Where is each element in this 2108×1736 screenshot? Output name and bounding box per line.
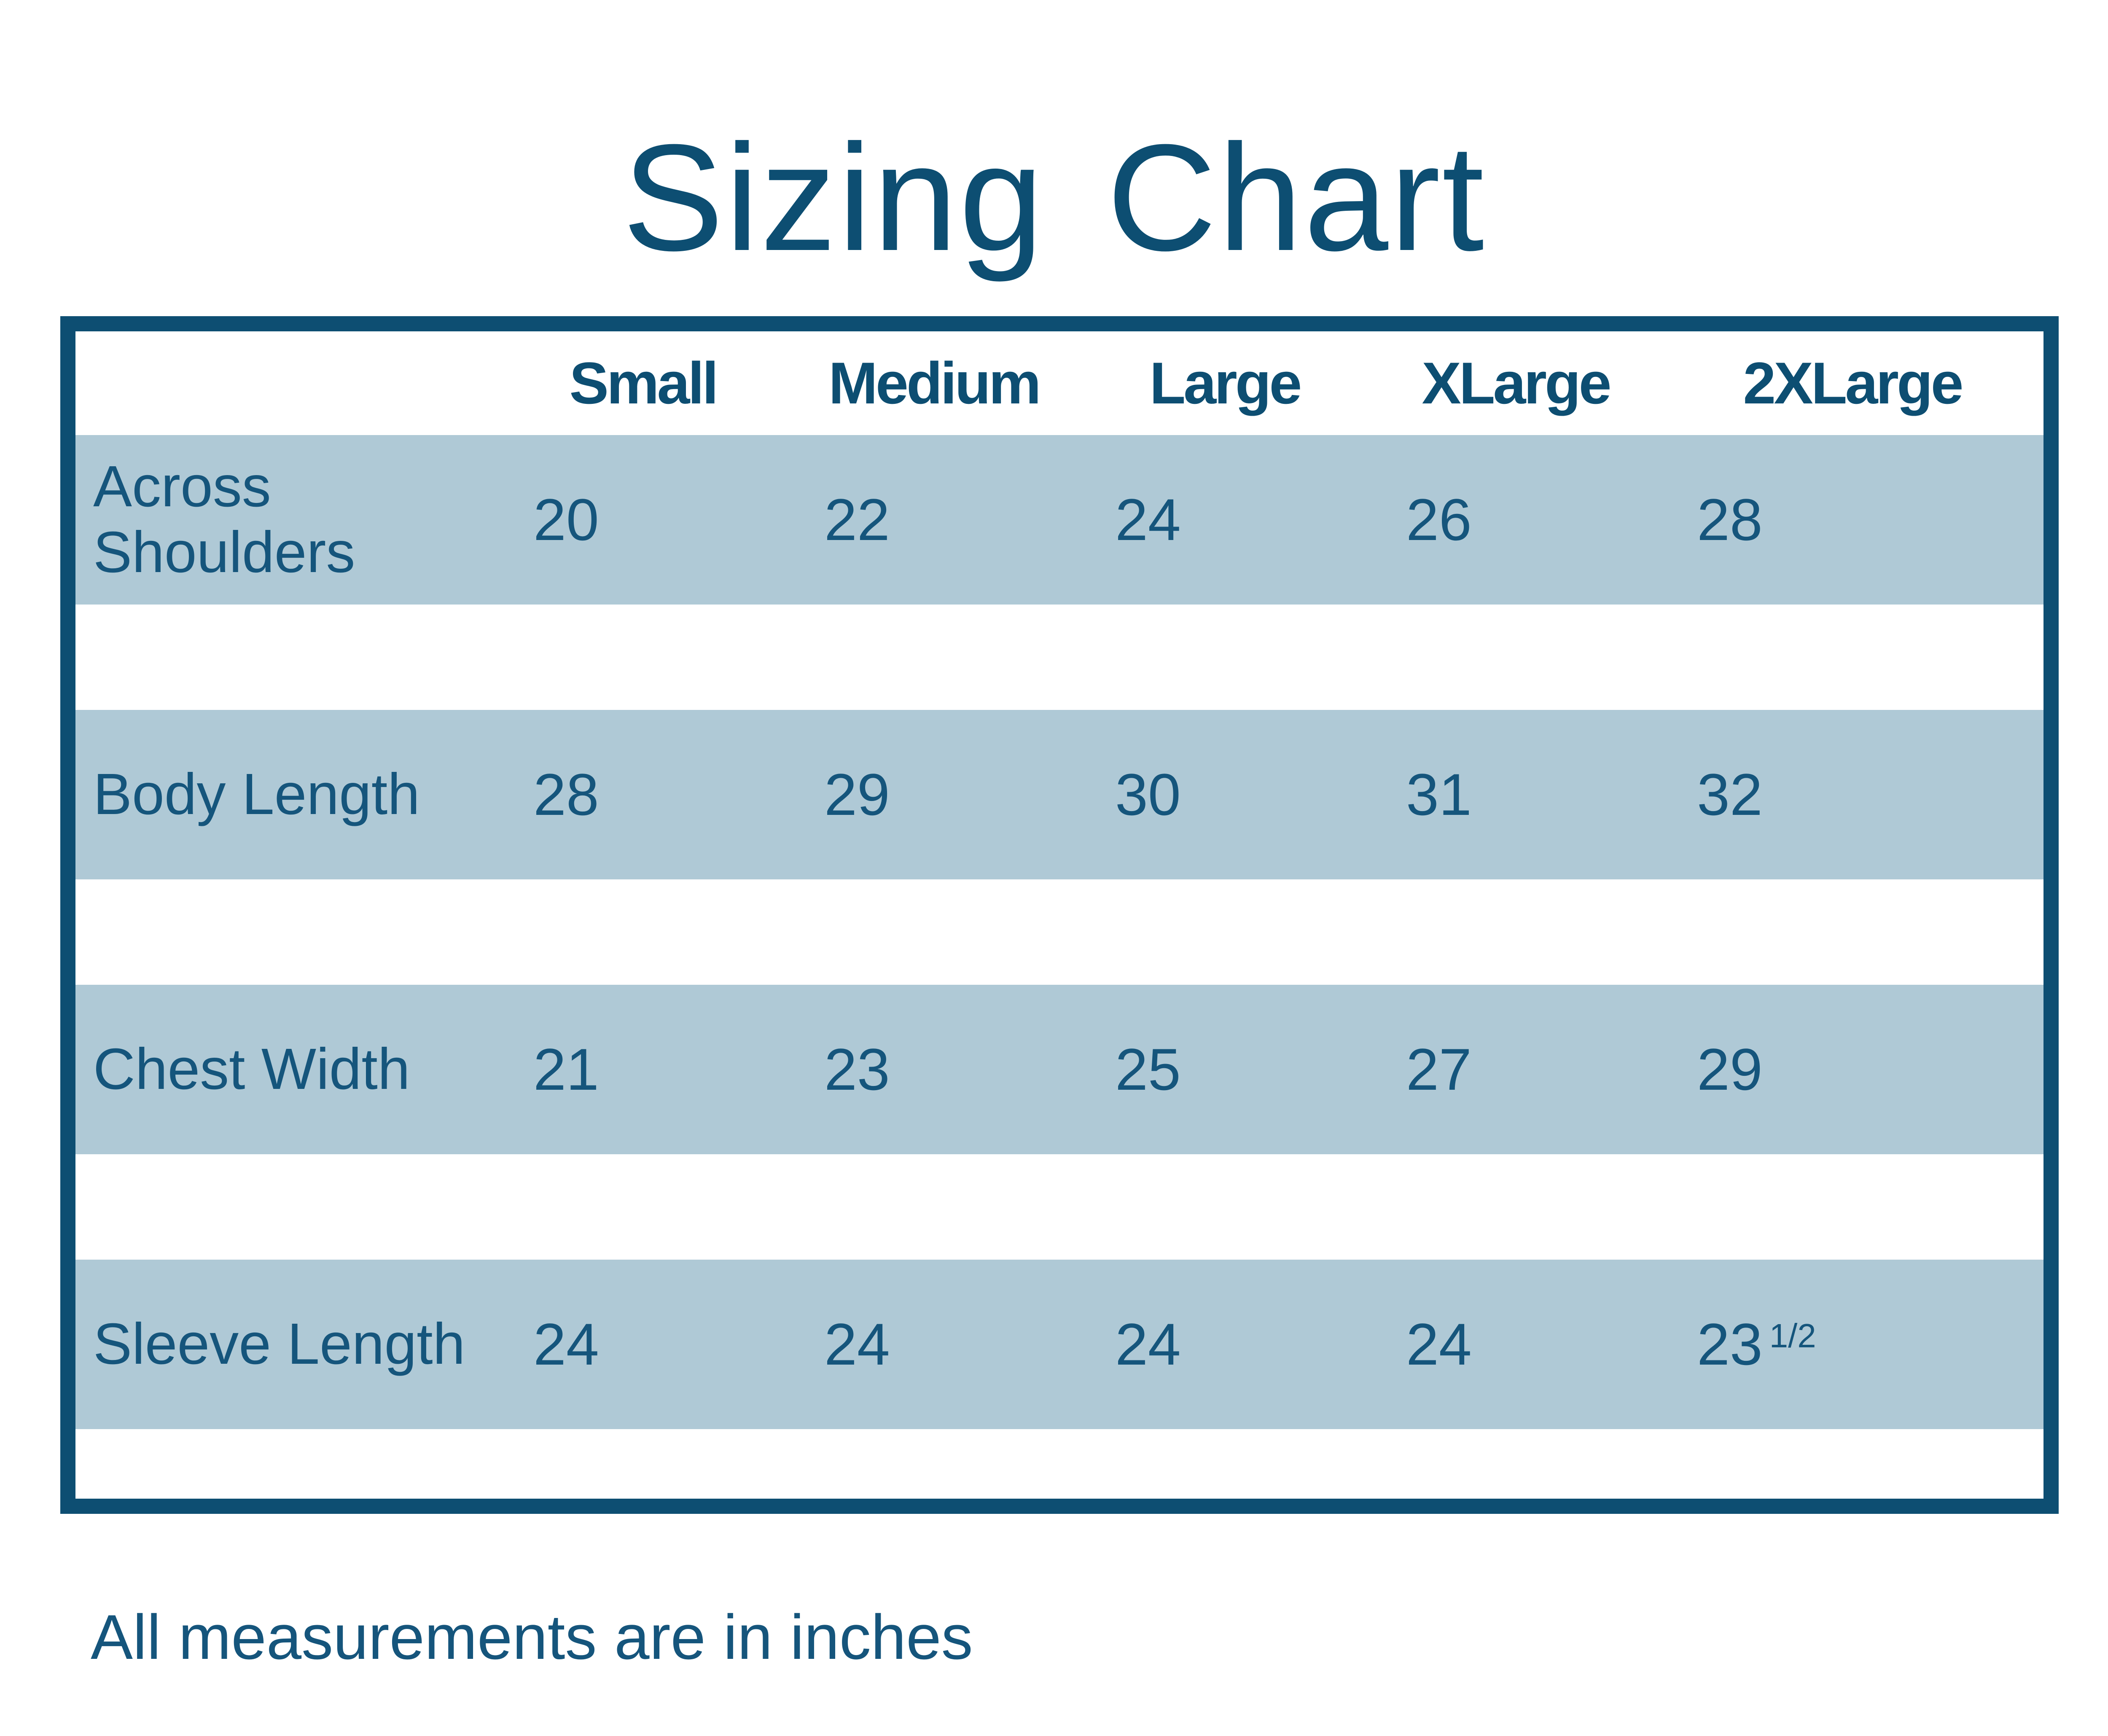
value-text: 24 (1115, 486, 1181, 553)
value-text: 27 (1406, 1036, 1472, 1102)
value-text: 22 (824, 486, 890, 553)
cell-value: 28 (1661, 486, 2043, 554)
cell-value: 24 (1079, 486, 1370, 554)
column-header-2xlarge: 2XLarge (1743, 350, 1963, 416)
value-text: 23 (824, 1036, 890, 1102)
value-text: 28 (1697, 486, 1763, 553)
cell-value: 25 (1079, 1035, 1370, 1104)
cell-value: 32 (1661, 761, 2043, 829)
column-header-medium: Medium (828, 350, 1041, 416)
measurements-note: All measurements are in inches (91, 1602, 973, 1672)
cell-value: 23 1/2 (1661, 1310, 2043, 1379)
row-spacer (75, 605, 2043, 710)
value-text: 29 (824, 761, 890, 828)
value-text: 30 (1115, 761, 1181, 828)
cell-value: 30 (1079, 761, 1370, 829)
page-title: Sizing Chart (622, 113, 1486, 282)
row-spacer (75, 879, 2043, 985)
table-row-body-length: Body Length 28 29 30 31 32 (75, 710, 2043, 879)
cell-value: 27 (1370, 1035, 1661, 1104)
value-text: 24 (1115, 1311, 1181, 1377)
cell-value: 24 (1079, 1310, 1370, 1379)
value-text: 28 (533, 761, 599, 828)
sizing-table: Small Medium Large XLarge 2XLarge Across… (60, 316, 2059, 1514)
row-label: Sleeve Length (93, 1311, 465, 1377)
cell-value: 24 (497, 1310, 788, 1379)
row-label: Across Shoulders (93, 454, 355, 585)
cell-value: 20 (497, 486, 788, 554)
cell-value: 24 (1370, 1310, 1661, 1379)
value-text: 31 (1406, 761, 1472, 828)
value-text: 32 (1697, 761, 1763, 828)
fraction-superscript: 1/2 (1769, 1317, 1816, 1354)
value-text: 24 (824, 1311, 890, 1377)
cell-value: 22 (788, 486, 1079, 554)
cell-value: 26 (1370, 486, 1661, 554)
cell-value: 21 (497, 1035, 788, 1104)
column-header-small: Small (569, 350, 718, 416)
value-text: 21 (533, 1036, 599, 1102)
cell-value: 29 (788, 761, 1079, 829)
value-text: 24 (533, 1311, 599, 1377)
value-text: 20 (533, 486, 599, 553)
column-header-xlarge: XLarge (1422, 350, 1611, 416)
cell-value: 23 (788, 1035, 1079, 1104)
table-row-across-shoulders: Across Shoulders 20 22 24 26 28 (75, 435, 2043, 605)
table-header-row: Small Medium Large XLarge 2XLarge (75, 331, 2043, 435)
value-text: 25 (1115, 1036, 1181, 1102)
cell-value: 29 (1661, 1035, 2043, 1104)
row-spacer (75, 1154, 2043, 1260)
table-row-chest-width: Chest Width 21 23 25 27 29 (75, 985, 2043, 1154)
cell-value: 24 (788, 1310, 1079, 1379)
cell-value: 31 (1370, 761, 1661, 829)
column-header-large: Large (1149, 350, 1302, 416)
table-row-sleeve-length: Sleeve Length 24 24 24 24 23 1/2 (75, 1260, 2043, 1429)
value-text: 26 (1406, 486, 1472, 553)
row-label: Body Length (93, 762, 420, 827)
row-label: Chest Width (93, 1037, 410, 1102)
value-text: 24 (1406, 1311, 1472, 1377)
value-text: 29 (1697, 1036, 1763, 1102)
cell-value: 28 (497, 761, 788, 829)
value-text: 23 (1697, 1311, 1763, 1377)
